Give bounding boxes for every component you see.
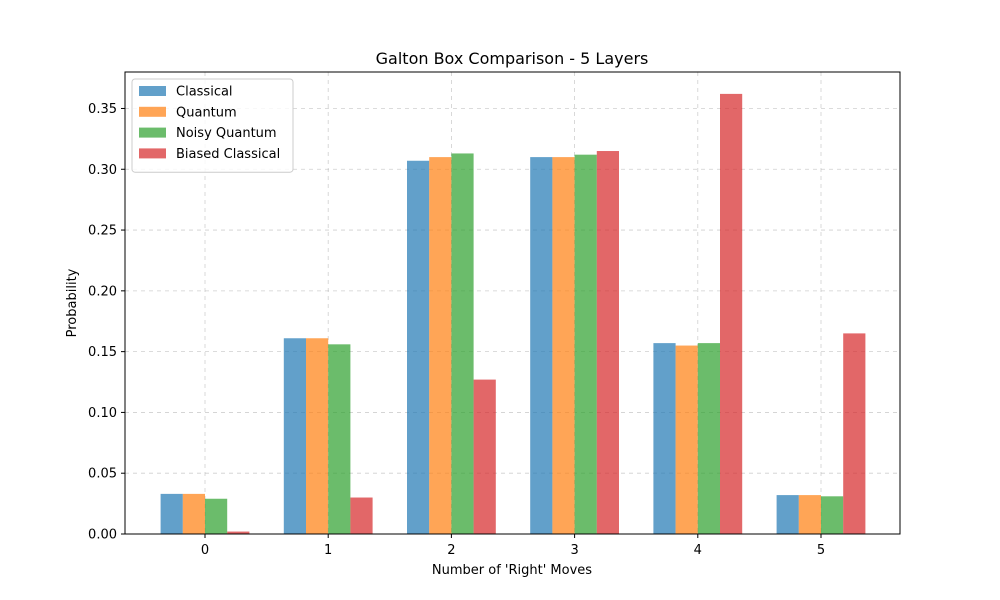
bar-biased-classical-1 bbox=[350, 497, 373, 534]
bar-classical-5 bbox=[776, 495, 799, 534]
legend-label: Noisy Quantum bbox=[176, 126, 277, 141]
bars bbox=[160, 93, 866, 535]
y-tick-label: 0.20 bbox=[88, 284, 117, 299]
legend-label: Classical bbox=[176, 85, 233, 100]
chart-title: Galton Box Comparison - 5 Layers bbox=[376, 49, 649, 68]
bar-biased-classical-2 bbox=[473, 379, 496, 534]
x-tick-label: 5 bbox=[817, 543, 825, 558]
y-tick-label: 0.15 bbox=[88, 345, 117, 360]
legend: Classical Quantum Noisy Quantum Biased Clas… bbox=[131, 78, 294, 173]
bar-classical-4 bbox=[653, 343, 676, 534]
y-tick-label: 0.10 bbox=[88, 406, 117, 421]
bar-biased-classical-5 bbox=[843, 333, 866, 534]
legend-swatch bbox=[139, 148, 166, 159]
legend-label: Biased Classical bbox=[176, 147, 280, 162]
y-axis-label: Probability bbox=[65, 268, 80, 337]
bar-quantum-1 bbox=[306, 338, 329, 534]
bar-noisy-quantum-4 bbox=[697, 343, 720, 534]
y-tick-label: 0.00 bbox=[88, 528, 117, 543]
bar-quantum-4 bbox=[675, 345, 698, 534]
y-axis: 0.00 0.05 0.10 0.15 0.20 0.25 0.30 0.35 bbox=[88, 102, 125, 543]
legend-swatch bbox=[139, 86, 166, 96]
x-tick-label: 0 bbox=[201, 543, 209, 558]
bar-biased-classical-0 bbox=[227, 531, 250, 534]
y-tick-label: 0.35 bbox=[88, 102, 117, 117]
x-axis: 0 1 2 3 4 5 bbox=[201, 534, 825, 558]
y-tick-label: 0.05 bbox=[88, 467, 117, 482]
y-tick-label: 0.30 bbox=[88, 163, 117, 178]
bar-noisy-quantum-2 bbox=[451, 153, 474, 535]
bar-quantum-0 bbox=[182, 493, 205, 534]
legend-label: Quantum bbox=[176, 105, 237, 120]
x-tick-label: 4 bbox=[694, 543, 702, 558]
bar-noisy-quantum-5 bbox=[821, 496, 844, 534]
bar-biased-classical-4 bbox=[720, 93, 743, 534]
bar-noisy-quantum-3 bbox=[574, 154, 597, 534]
bar-noisy-quantum-0 bbox=[205, 498, 228, 534]
bar-noisy-quantum-1 bbox=[328, 344, 351, 534]
plot-frame bbox=[124, 71, 901, 535]
x-axis-label: Number of 'Right' Moves bbox=[432, 563, 592, 578]
legend-swatch bbox=[139, 106, 166, 117]
legend-swatch bbox=[139, 127, 166, 138]
bar-quantum-2 bbox=[429, 157, 452, 534]
bar-classical-3 bbox=[530, 157, 553, 534]
legend-box bbox=[131, 78, 294, 173]
y-tick-label: 0.25 bbox=[88, 224, 117, 239]
bar-biased-classical-3 bbox=[596, 151, 619, 535]
bar-classical-0 bbox=[160, 493, 183, 534]
x-tick-label: 2 bbox=[447, 543, 455, 558]
x-tick-label: 1 bbox=[324, 543, 332, 558]
bar-classical-2 bbox=[407, 160, 430, 534]
bar-quantum-5 bbox=[798, 495, 821, 534]
bar-quantum-3 bbox=[552, 157, 575, 534]
bar-classical-1 bbox=[283, 338, 306, 534]
x-tick-label: 3 bbox=[570, 543, 578, 558]
